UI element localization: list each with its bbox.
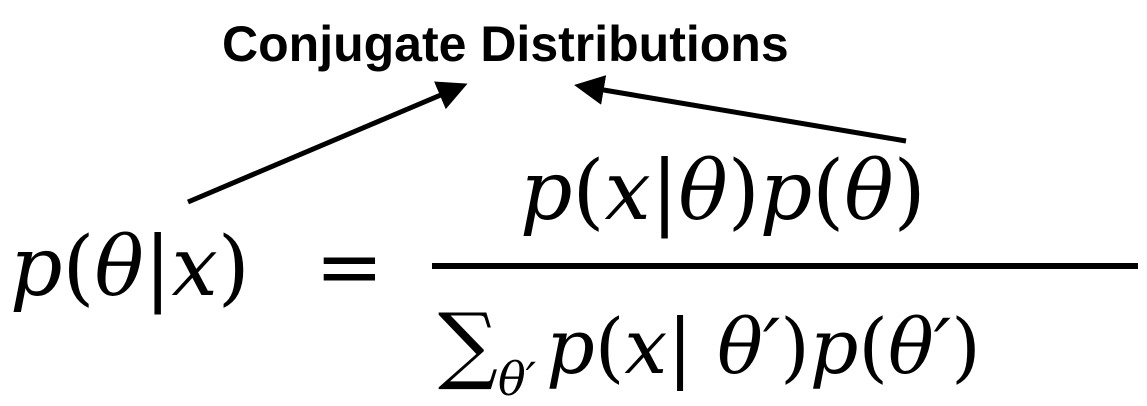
den-x: x xyxy=(624,302,668,391)
lhs-close-paren: ) xyxy=(217,220,250,315)
den-close1: ) xyxy=(780,302,810,391)
num-p1: p xyxy=(520,144,573,239)
den-open1: ( xyxy=(594,302,625,391)
den-bar: | xyxy=(667,302,718,391)
num-theta2: θ xyxy=(844,144,894,239)
num-p2: p xyxy=(759,144,813,239)
num-open2: ( xyxy=(812,144,845,239)
num-bar: | xyxy=(650,144,679,239)
summation-sigma: ∑ xyxy=(438,295,498,393)
den-theta1: θ′ xyxy=(717,302,781,391)
den-open2: ( xyxy=(858,302,889,391)
equals-sign: = xyxy=(315,220,384,315)
num-close1: ) xyxy=(727,144,760,239)
den-theta2: θ′ xyxy=(888,302,952,391)
lhs-open-paren: ( xyxy=(62,220,95,315)
fraction-bar xyxy=(432,263,1138,269)
lhs-given-bar: | xyxy=(143,220,172,315)
den-close2: ) xyxy=(951,302,981,391)
summation-subscript: θ′ xyxy=(497,352,537,406)
num-open1: ( xyxy=(572,144,605,239)
lhs-x: x xyxy=(171,220,218,315)
den-p1: p xyxy=(546,302,595,391)
denominator-expression: ∑θ′ p(x| θ′)p(θ′) xyxy=(438,295,981,406)
num-x: x xyxy=(604,144,651,239)
num-close2: ) xyxy=(893,144,926,239)
numerator-expression: p(x|θ)p(θ) xyxy=(520,142,926,242)
diagram-title: Conjugate Distributions xyxy=(222,16,789,72)
posterior-expression: p(θ|x) xyxy=(10,218,250,318)
arrow-prior-to-title xyxy=(574,75,907,144)
lhs-theta: θ xyxy=(94,220,144,315)
lhs-p: p xyxy=(10,220,63,315)
num-theta1: θ xyxy=(678,144,728,239)
arrow-posterior-to-title xyxy=(187,81,468,205)
den-p2: p xyxy=(809,302,859,391)
